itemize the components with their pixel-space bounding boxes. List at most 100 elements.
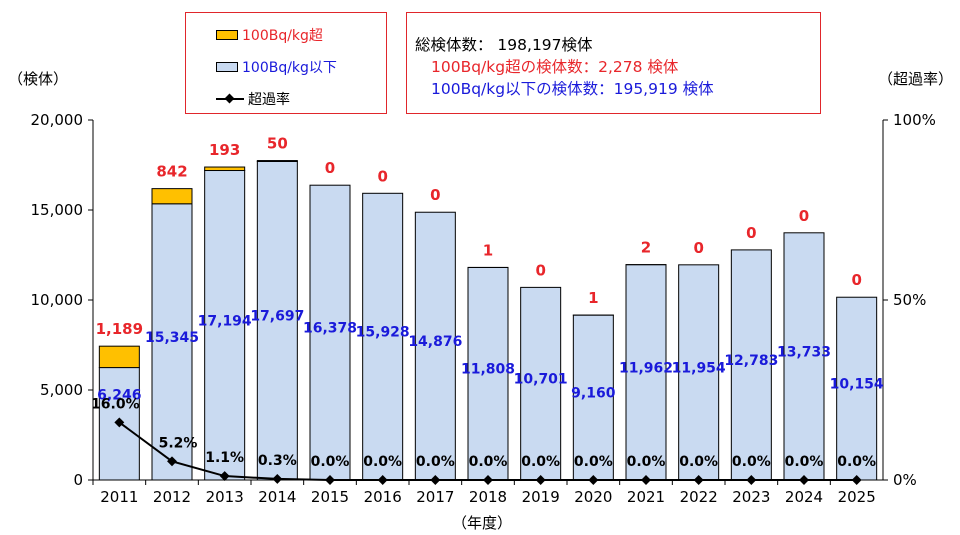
bar-over <box>98 345 140 369</box>
rate-label: 0.0% <box>574 454 613 470</box>
bar-under-label: 9,160 <box>571 386 616 402</box>
rate-point <box>535 475 546 485</box>
summary-over: 100Bq/kg超の検体数：2,278 検体 <box>431 58 679 76</box>
rate-point <box>483 475 493 485</box>
left-tick-label: 20,000 <box>31 111 84 129</box>
bar-under-label: 10,701 <box>514 372 568 388</box>
bar-over-label: 0 <box>430 186 440 204</box>
x-tick-label: 2011 <box>100 488 138 506</box>
legend-swatch-under <box>216 62 238 72</box>
bar-under-label: 17,697 <box>250 309 304 325</box>
x-tick-label: 2022 <box>680 488 718 506</box>
rate-label: 1.1% <box>205 450 244 466</box>
right-axis-title: （超過率） <box>878 70 954 88</box>
legend-item-rate: 超過率 <box>216 89 290 109</box>
rate-label: 0.0% <box>837 454 876 470</box>
x-tick-label: 2018 <box>469 488 507 506</box>
rate-label: 0.0% <box>521 454 560 470</box>
bar-over-label: 0 <box>851 271 861 289</box>
rate-label: 16.0% <box>91 396 140 412</box>
x-tick-label: 2017 <box>416 488 454 506</box>
legend-item-under: 100Bq/kg以下 <box>216 57 337 77</box>
bar-over-label: 0 <box>325 159 335 177</box>
rate-point <box>167 456 177 467</box>
x-tick-label: 2019 <box>522 488 560 506</box>
legend-item-over: 100Bq/kg超 <box>216 25 323 45</box>
x-tick-label: 2024 <box>785 488 823 506</box>
legend-label-rate: 超過率 <box>248 92 290 108</box>
bar-under-label: 11,954 <box>672 360 726 376</box>
bar-under-label: 16,378 <box>303 321 357 337</box>
rate-label: 0.0% <box>311 454 350 470</box>
summary-under: 100Bq/kg以下の検体数：195,919 検体 <box>431 80 714 98</box>
bar-under <box>309 184 351 481</box>
bar-over <box>256 160 298 162</box>
x-tick-label: 2015 <box>311 488 349 506</box>
bar-over <box>204 166 246 172</box>
rate-point <box>219 471 230 481</box>
bar-under <box>730 249 772 481</box>
bar-over-label: 1 <box>588 289 598 307</box>
legend-line-marker-icon <box>216 93 244 105</box>
rate-label: 0.0% <box>469 454 508 470</box>
bar-over-label: 1,189 <box>96 320 143 338</box>
rate-label: 0.0% <box>627 454 666 470</box>
bar-under <box>783 232 825 481</box>
bar-over-label: 842 <box>156 163 187 181</box>
bar-under <box>520 286 562 481</box>
rate-point <box>272 473 283 484</box>
bar-under-label: 13,733 <box>777 344 831 360</box>
bar-over-label: 0 <box>377 167 387 185</box>
x-tick-label: 2014 <box>258 488 296 506</box>
left-tick-label: 10,000 <box>31 291 84 309</box>
rate-label: 0.3% <box>258 453 297 469</box>
bar-over-label: 0 <box>746 224 756 242</box>
bar-under-label: 11,808 <box>461 362 515 378</box>
rate-point <box>693 475 704 485</box>
bar-under <box>362 192 404 481</box>
bar-under-label: 6,246 <box>97 388 141 404</box>
bar-under-label: 17,194 <box>198 313 252 329</box>
bar-under <box>151 203 193 481</box>
bar-over-label: 0 <box>693 239 703 257</box>
bar-under <box>414 211 456 481</box>
bar-over-label: 0 <box>799 207 809 225</box>
bar-under-label: 11,962 <box>619 360 673 376</box>
x-axis-title: （年度） <box>452 514 513 532</box>
bar-over-label: 193 <box>209 141 240 159</box>
left-tick-label: 15,000 <box>31 201 84 219</box>
bar-under-label: 15,345 <box>145 330 199 346</box>
bar-over-label: 1 <box>483 241 493 259</box>
right-tick-label: 0% <box>893 471 917 489</box>
right-tick-label: 50% <box>893 291 926 309</box>
legend-swatch-over <box>216 30 238 40</box>
bar-under-label: 10,154 <box>830 377 884 393</box>
bar-under-label: 15,928 <box>356 325 410 341</box>
rate-label: 0.0% <box>679 454 718 470</box>
x-tick-label: 2013 <box>206 488 244 506</box>
bar-under-label: 12,783 <box>724 353 778 369</box>
rate-label: 0.0% <box>416 454 455 470</box>
bar-over-label: 50 <box>267 135 288 153</box>
right-tick-label: 100% <box>893 111 936 129</box>
rate-label: 0.0% <box>785 454 824 470</box>
rate-point <box>430 475 441 485</box>
rate-label: 0.0% <box>363 454 402 470</box>
legend-label-over: 100Bq/kg超 <box>242 28 323 44</box>
rate-point <box>377 475 388 485</box>
rate-label: 5.2% <box>159 435 198 451</box>
rate-point <box>641 475 651 485</box>
rate-point <box>851 475 862 485</box>
left-tick-label: 5,000 <box>40 381 83 399</box>
rate-point <box>325 475 335 485</box>
rate-label: 0.0% <box>732 454 771 470</box>
x-tick-label: 2016 <box>364 488 402 506</box>
left-axis-title: （検体） <box>8 70 69 88</box>
x-tick-label: 2020 <box>574 488 612 506</box>
bar-over-label: 2 <box>641 239 651 257</box>
bar-over-label: 0 <box>535 261 545 279</box>
x-tick-label: 2021 <box>627 488 665 506</box>
bar-under <box>467 266 509 481</box>
legend-label-under: 100Bq/kg以下 <box>242 60 337 76</box>
